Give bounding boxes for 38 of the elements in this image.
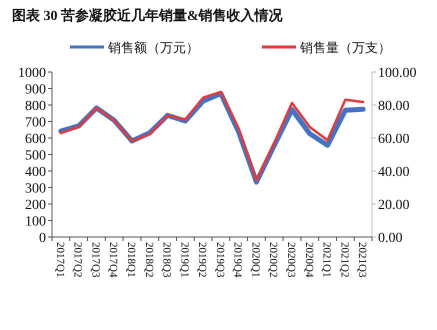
x-tick-label: 2021Q3 [356,242,368,278]
x-tick-label: 2019Q3 [214,242,226,278]
x-tick-label: 2019Q1 [178,242,190,278]
x-tick-label: 2018Q2 [142,242,155,278]
x-tick-label: 2020Q2 [267,242,280,278]
y-tick-label: 900 [25,82,46,98]
x-tick-label: 2019Q2 [196,242,208,278]
x-tick-label: 2017Q4 [107,242,120,278]
y-tick-label: 300 [25,182,46,196]
legend-label: 销售额（万元） [107,40,199,55]
y-tick-label: 700 [25,116,46,130]
x-tick-label: 2020Q3 [285,242,297,278]
chart-title: 图表 30 苦参凝胶近几年销量&销售收入情况 [12,7,284,24]
x-tick-label: 2020Q1 [249,242,262,278]
y2-tick-label: 100.00 [378,66,416,81]
y-tick-label: 1000 [18,66,46,81]
y2-tick-label: 0.00 [378,231,402,246]
x-tick-label: 2021Q2 [338,242,350,278]
y-tick-label: 200 [25,198,46,213]
x-tick-label: 2018Q3 [160,242,173,278]
x-tick-label: 2018Q1 [125,242,137,278]
x-tick-label: 2020Q4 [302,242,315,278]
x-tick-label: 2017Q3 [89,242,102,278]
y2-tick-label: 60.00 [378,132,410,147]
y-tick-label: 0 [39,231,46,246]
y2-tick-label: 80.00 [378,99,410,114]
y-tick-label: 400 [25,165,46,180]
y2-tick-label: 40.00 [378,165,410,180]
x-tick-label: 2017Q2 [72,242,84,278]
x-tick-label: 2021Q1 [320,242,333,278]
y-tick-label: 100 [25,214,46,230]
y-tick-label: 800 [25,99,46,114]
y-tick-label: 500 [25,148,46,164]
x-tick-label: 2017Q1 [54,242,66,278]
x-tick-label: 2019Q4 [232,242,244,278]
legend-label: 销售量（万支） [299,40,391,55]
y-tick-label: 600 [25,132,46,147]
y2-tick-label: 20.00 [378,198,410,213]
